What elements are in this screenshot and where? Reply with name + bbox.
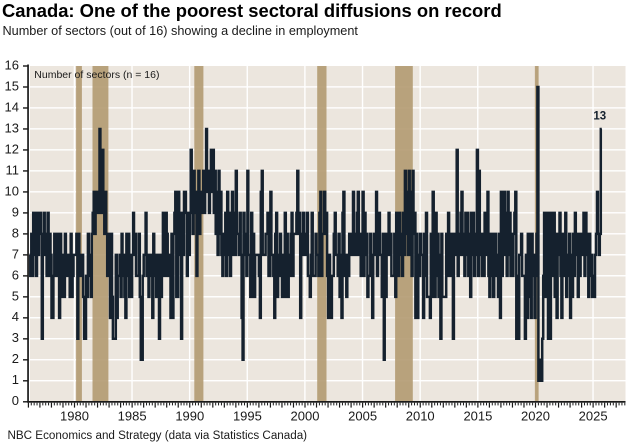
svg-text:6: 6 — [12, 267, 19, 282]
svg-text:0: 0 — [12, 393, 19, 408]
svg-text:13: 13 — [5, 120, 19, 135]
svg-text:2010: 2010 — [406, 409, 435, 424]
svg-text:7: 7 — [12, 246, 19, 261]
svg-text:2025: 2025 — [579, 409, 608, 424]
svg-text:2015: 2015 — [463, 409, 492, 424]
svg-text:2000: 2000 — [291, 409, 320, 424]
svg-text:15: 15 — [5, 78, 19, 93]
svg-text:1980: 1980 — [60, 409, 89, 424]
svg-text:14: 14 — [5, 99, 19, 114]
svg-text:1990: 1990 — [175, 409, 204, 424]
svg-text:10: 10 — [5, 183, 19, 198]
svg-text:2: 2 — [12, 351, 19, 366]
svg-text:2005: 2005 — [348, 409, 377, 424]
svg-text:9: 9 — [12, 204, 19, 219]
svg-text:2020: 2020 — [521, 409, 550, 424]
svg-text:1985: 1985 — [118, 409, 147, 424]
svg-text:12: 12 — [5, 141, 19, 156]
svg-text:8: 8 — [12, 225, 19, 240]
svg-text:11: 11 — [6, 162, 20, 177]
svg-text:Number of sectors (n = 16): Number of sectors (n = 16) — [34, 69, 159, 81]
svg-text:16: 16 — [5, 57, 19, 72]
svg-text:3: 3 — [12, 330, 19, 345]
svg-text:1: 1 — [12, 372, 19, 387]
svg-text:5: 5 — [12, 288, 19, 303]
svg-text:4: 4 — [12, 309, 19, 324]
svg-text:13: 13 — [593, 111, 606, 123]
svg-text:1995: 1995 — [233, 409, 262, 424]
